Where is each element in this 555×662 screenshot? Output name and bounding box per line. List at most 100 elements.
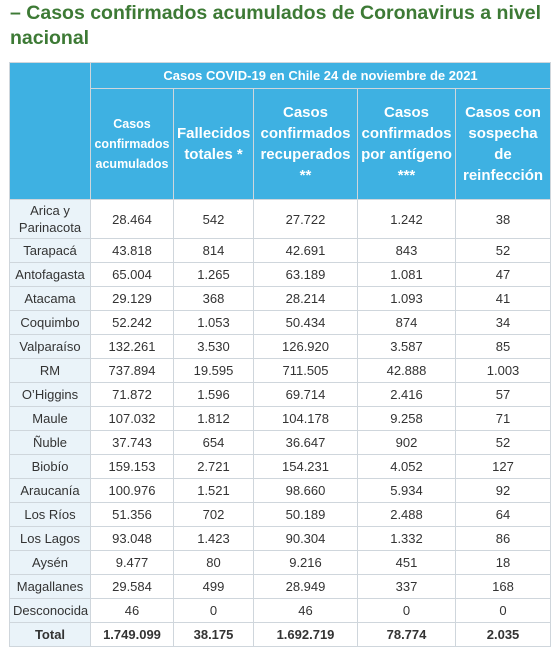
region-cell: RM — [9, 358, 91, 383]
value-cell: 42.888 — [357, 358, 456, 383]
value-cell: 57 — [454, 382, 552, 407]
value-cell: 50.434 — [253, 310, 358, 335]
region-cell: Arica y Parinacota — [9, 199, 91, 239]
value-cell: 1.081 — [357, 262, 456, 287]
table-row: Aysén 9.477 80 9.216 451 18 — [9, 550, 552, 575]
value-cell: 2.035 — [454, 622, 552, 647]
value-cell: 1.812 — [173, 406, 254, 431]
value-cell: 127 — [454, 454, 552, 479]
value-cell: 100.976 — [90, 478, 174, 503]
column-header: Casos confirmados recuperados ** — [253, 88, 358, 200]
value-cell: 28.949 — [253, 574, 358, 599]
table-row: Antofagasta 65.004 1.265 63.189 1.081 47 — [9, 262, 552, 287]
table-row: Valparaíso 132.261 3.530 126.920 3.587 85 — [9, 334, 552, 359]
column-header: Fallecidos totales * — [173, 88, 254, 200]
region-cell: Aysén — [9, 550, 91, 575]
value-cell: 5.934 — [357, 478, 456, 503]
value-cell: 51.356 — [90, 502, 174, 527]
value-cell: 0 — [454, 598, 552, 623]
column-header: Casos confirmados acumulados — [90, 88, 174, 200]
value-cell: 50.189 — [253, 502, 358, 527]
value-cell: 98.660 — [253, 478, 358, 503]
region-cell: Biobío — [9, 454, 91, 479]
value-cell: 1.596 — [173, 382, 254, 407]
value-cell: 36.647 — [253, 430, 358, 455]
region-cell: Tarapacá — [9, 238, 91, 263]
table-row: Coquimbo 52.242 1.053 50.434 874 34 — [9, 310, 552, 335]
value-cell: 46 — [253, 598, 358, 623]
region-cell: Atacama — [9, 286, 91, 311]
value-cell: 38 — [454, 199, 552, 239]
value-cell: 9.258 — [357, 406, 456, 431]
value-cell: 46 — [90, 598, 174, 623]
region-cell: Coquimbo — [9, 310, 91, 335]
table-row: Atacama 29.129 368 28.214 1.093 41 — [9, 286, 552, 311]
value-cell: 902 — [357, 430, 456, 455]
value-cell: 1.332 — [357, 526, 456, 551]
region-cell: Desconocida — [9, 598, 91, 623]
value-cell: 1.423 — [173, 526, 254, 551]
value-cell: 29.584 — [90, 574, 174, 599]
total-row: Total 1.749.099 38.175 1.692.719 78.774 2.035 — [9, 622, 552, 647]
value-cell: 654 — [173, 430, 254, 455]
value-cell: 1.053 — [173, 310, 254, 335]
value-cell: 3.530 — [173, 334, 254, 359]
value-cell: 65.004 — [90, 262, 174, 287]
value-cell: 1.692.719 — [253, 622, 358, 647]
table-row: Biobío 159.153 2.721 154.231 4.052 127 — [9, 454, 552, 479]
value-cell: 1.242 — [357, 199, 456, 239]
value-cell: 702 — [173, 502, 254, 527]
value-cell: 86 — [454, 526, 552, 551]
value-cell: 1.003 — [454, 358, 552, 383]
region-cell: Magallanes — [9, 574, 91, 599]
value-cell: 52 — [454, 430, 552, 455]
table-row: Ñuble 37.743 654 36.647 902 52 — [9, 430, 552, 455]
table-row: O’Higgins 71.872 1.596 69.714 2.416 57 — [9, 382, 552, 407]
table-row: Araucanía 100.976 1.521 98.660 5.934 92 — [9, 478, 552, 503]
value-cell: 711.505 — [253, 358, 358, 383]
value-cell: 132.261 — [90, 334, 174, 359]
value-cell: 2.488 — [357, 502, 456, 527]
value-cell: 168 — [454, 574, 552, 599]
table-caption: Casos COVID-19 en Chile 24 de noviembre … — [89, 62, 552, 89]
corner-cell — [9, 62, 91, 200]
region-cell: Araucanía — [9, 478, 91, 503]
value-cell: 28.464 — [90, 199, 174, 239]
value-cell: 29.129 — [90, 286, 174, 311]
value-cell: 1.749.099 — [90, 622, 174, 647]
value-cell: 9.216 — [253, 550, 358, 575]
value-cell: 38.175 — [173, 622, 254, 647]
value-cell: 337 — [357, 574, 456, 599]
value-cell: 18 — [454, 550, 552, 575]
value-cell: 80 — [173, 550, 254, 575]
value-cell: 37.743 — [90, 430, 174, 455]
value-cell: 9.477 — [90, 550, 174, 575]
page-title: – Casos confirmados acumulados de Corona… — [10, 2, 541, 49]
value-cell: 368 — [173, 286, 254, 311]
value-cell: 64 — [454, 502, 552, 527]
value-cell: 874 — [357, 310, 456, 335]
value-cell: 104.178 — [253, 406, 358, 431]
value-cell: 1.521 — [173, 478, 254, 503]
value-cell: 737.894 — [90, 358, 174, 383]
value-cell: 52 — [454, 238, 552, 263]
value-cell: 814 — [173, 238, 254, 263]
region-cell: Ñuble — [9, 430, 91, 455]
value-cell: 78.774 — [357, 622, 456, 647]
region-cell: Valparaíso — [9, 334, 91, 359]
value-cell: 34 — [454, 310, 552, 335]
value-cell: 3.587 — [357, 334, 456, 359]
table-row: Los Lagos 93.048 1.423 90.304 1.332 86 — [9, 526, 552, 551]
value-cell: 451 — [357, 550, 456, 575]
value-cell: 154.231 — [253, 454, 358, 479]
value-cell: 2.721 — [173, 454, 254, 479]
value-cell: 1.265 — [173, 262, 254, 287]
covid-table: Casos COVID-19 en Chile 24 de noviembre … — [9, 62, 552, 647]
value-cell: 85 — [454, 334, 552, 359]
value-cell: 71.872 — [90, 382, 174, 407]
value-cell: 69.714 — [253, 382, 358, 407]
table-row: Arica y Parinacota 28.464 542 27.722 1.242 38 — [9, 199, 552, 239]
region-cell: Los Lagos — [9, 526, 91, 551]
column-header: Casos confirmados por antígeno *** — [357, 88, 456, 200]
